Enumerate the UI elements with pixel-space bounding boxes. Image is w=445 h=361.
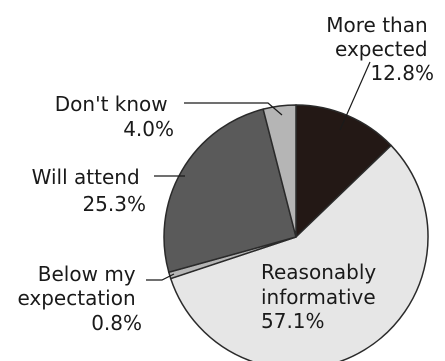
leader-lines: [146, 61, 371, 281]
pie-slices: [163, 104, 429, 361]
label-will-attend: Will attend 25.3%: [32, 165, 146, 216]
leader-more-than-expected: [339, 61, 371, 131]
slice-will-attend: [163, 108, 297, 274]
slice-dont-know: [262, 104, 297, 238]
leader-below-expectation: [146, 273, 175, 281]
label-below-expectation: Below my expectation 0.8%: [17, 262, 142, 335]
label-more-than-expected: More than expected 12.8%: [326, 13, 434, 85]
label-dont-know: Don't know 4.0%: [55, 92, 174, 141]
slice-reasonably-informative: [169, 144, 429, 361]
slice-more-than-expected: [295, 104, 393, 239]
label-reasonably-informative: Reasonably informative 57.1%: [261, 260, 383, 333]
leader-dont-know: [184, 102, 283, 116]
